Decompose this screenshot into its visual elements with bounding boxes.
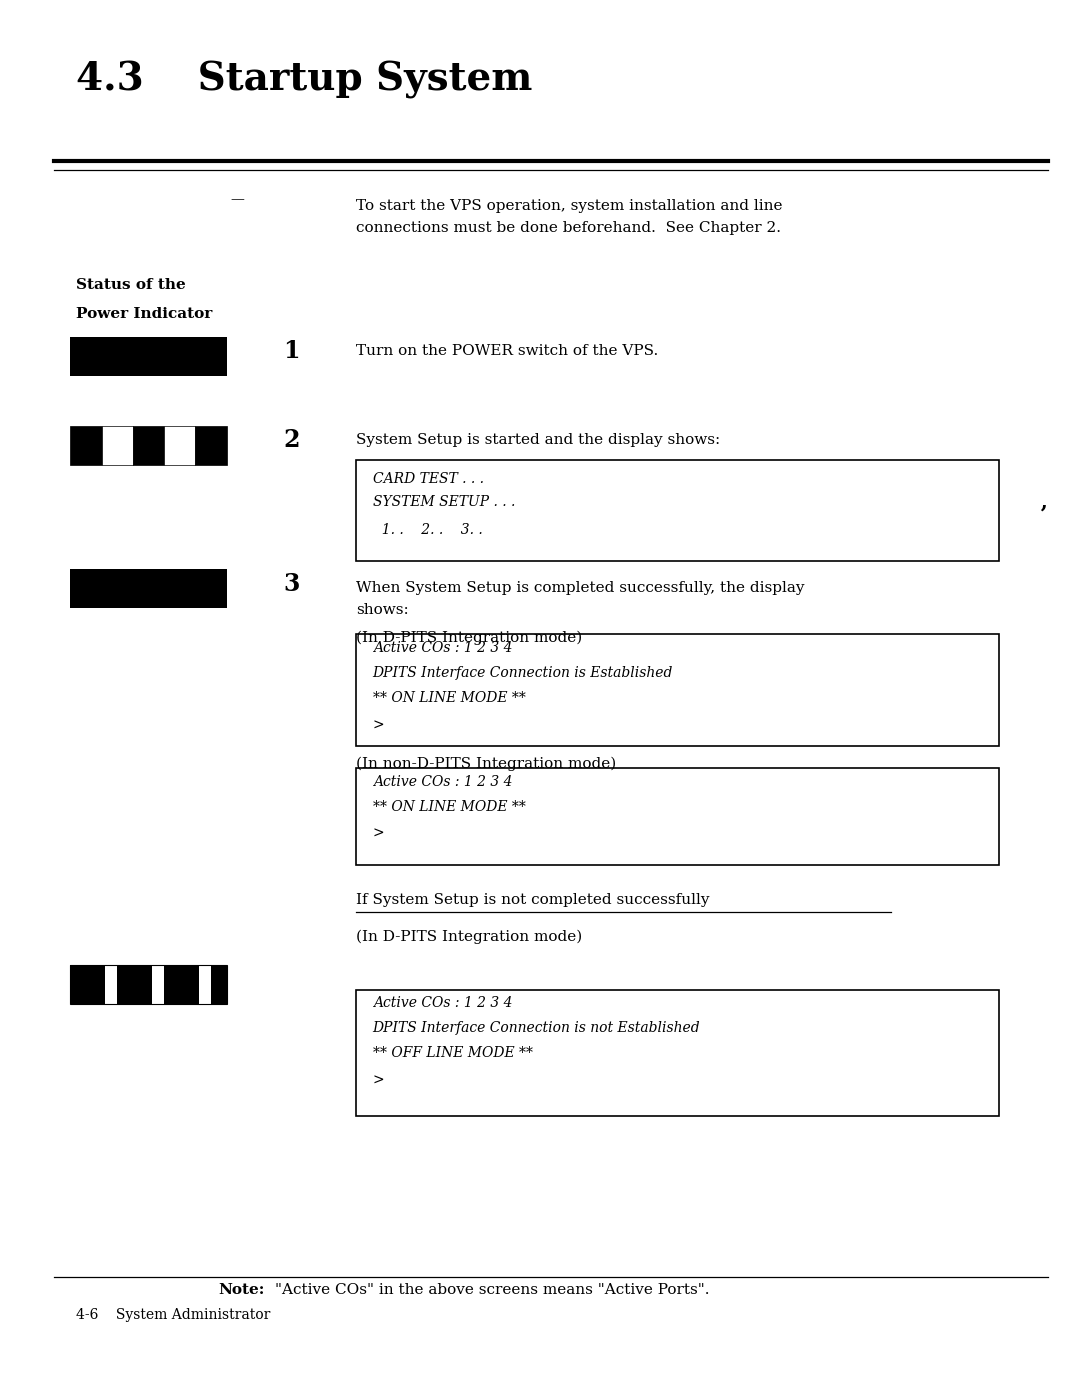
FancyBboxPatch shape xyxy=(356,460,999,561)
Text: Active COs : 1 2 3 4: Active COs : 1 2 3 4 xyxy=(373,775,512,789)
Text: When System Setup is completed successfully, the display
shows:: When System Setup is completed successfu… xyxy=(356,581,805,618)
Text: System Setup is started and the display shows:: System Setup is started and the display … xyxy=(356,433,720,447)
Text: 4-6    System Administrator: 4-6 System Administrator xyxy=(76,1308,270,1321)
Bar xyxy=(164,965,199,1004)
Bar xyxy=(102,426,133,465)
Text: >: > xyxy=(373,719,384,733)
Bar xyxy=(151,965,164,1004)
Text: DPITS Interface Connection is Established: DPITS Interface Connection is Establishe… xyxy=(373,666,673,680)
Bar xyxy=(133,426,164,465)
Bar xyxy=(70,426,102,465)
Text: ** OFF LINE MODE **: ** OFF LINE MODE ** xyxy=(373,1046,532,1060)
Text: CARD TEST . . .: CARD TEST . . . xyxy=(373,472,484,485)
Text: (In D-PITS Integration mode): (In D-PITS Integration mode) xyxy=(356,929,582,943)
Text: Status of the: Status of the xyxy=(76,278,186,292)
Bar xyxy=(164,426,195,465)
Bar xyxy=(212,965,227,1004)
Text: (In D-PITS Integration mode): (In D-PITS Integration mode) xyxy=(356,630,582,644)
Text: 3: 3 xyxy=(283,572,299,597)
Text: If System Setup is not completed successfully: If System Setup is not completed success… xyxy=(356,893,710,907)
Text: DPITS Interface Connection is not Established: DPITS Interface Connection is not Establ… xyxy=(373,1021,700,1035)
FancyBboxPatch shape xyxy=(356,634,999,746)
Text: 4.3    Startup System: 4.3 Startup System xyxy=(76,61,532,99)
Text: (In non-D-PITS Integration mode): (In non-D-PITS Integration mode) xyxy=(356,757,617,771)
Text: Note:: Note: xyxy=(218,1283,265,1296)
Bar xyxy=(70,337,227,376)
Text: ’: ’ xyxy=(1040,504,1048,526)
Text: 1. .    2. .    3. .: 1. . 2. . 3. . xyxy=(373,523,483,537)
Bar xyxy=(70,965,227,1004)
Bar xyxy=(117,965,151,1004)
Text: >: > xyxy=(373,1074,384,1088)
Bar xyxy=(70,965,105,1004)
Text: —: — xyxy=(231,192,244,206)
Text: "Active COs" in the above screens means "Active Ports".: "Active COs" in the above screens means … xyxy=(275,1283,710,1296)
Text: Power Indicator: Power Indicator xyxy=(76,307,212,321)
Bar xyxy=(199,965,212,1004)
Text: To start the VPS operation, system installation and line
connections must be don: To start the VPS operation, system insta… xyxy=(356,199,783,235)
Text: Turn on the POWER switch of the VPS.: Turn on the POWER switch of the VPS. xyxy=(356,344,659,357)
Text: >: > xyxy=(373,826,384,840)
Text: ** ON LINE MODE **: ** ON LINE MODE ** xyxy=(373,800,526,814)
Bar xyxy=(195,426,227,465)
Text: 2: 2 xyxy=(283,427,299,452)
Text: 1: 1 xyxy=(283,338,299,363)
Text: SYSTEM SETUP . . .: SYSTEM SETUP . . . xyxy=(373,495,515,509)
FancyBboxPatch shape xyxy=(356,768,999,865)
Text: Active COs : 1 2 3 4: Active COs : 1 2 3 4 xyxy=(373,996,512,1010)
Text: Active COs : 1 2 3 4: Active COs : 1 2 3 4 xyxy=(373,641,512,655)
Bar xyxy=(70,569,227,608)
FancyBboxPatch shape xyxy=(356,990,999,1116)
Text: ** ON LINE MODE **: ** ON LINE MODE ** xyxy=(373,691,526,705)
Bar xyxy=(105,965,118,1004)
